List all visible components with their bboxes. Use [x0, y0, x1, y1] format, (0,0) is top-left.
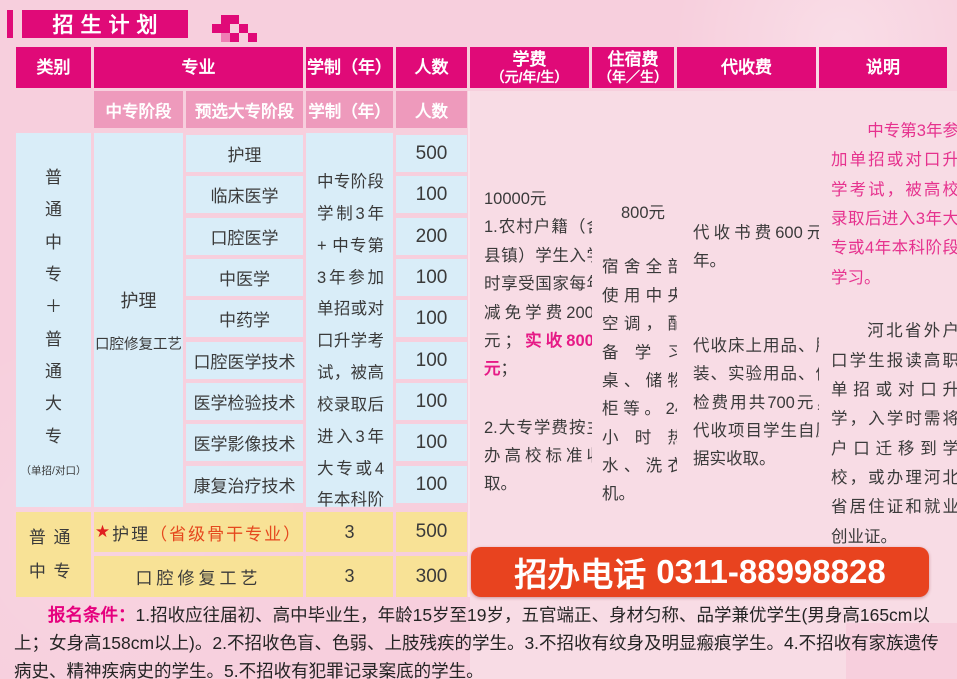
zhongzhuan-majors-cell: 护理 口腔修复工艺 [94, 133, 183, 507]
tuition-item1-text: 1.农村户籍（含县镇）学生入学时享受国家每年减免学费2000元； [484, 218, 603, 350]
tuition-amount: 10000元 [484, 190, 547, 208]
col-header-years: 学制（年） [306, 47, 393, 88]
tuition-header-line2: （元/年/生） [490, 69, 569, 86]
tuition-item1: 1.农村户籍（含县镇）学生入学时享受国家每年减免学费2000元；实收8000元； [484, 213, 603, 383]
subheader-dazhuan-stage: 预选大专阶段 [186, 91, 303, 128]
bottom-years-cell: 3 [306, 512, 393, 552]
count-cell: 100 [396, 424, 467, 461]
page-title: 招生计划 [22, 10, 188, 38]
major-cell: 中药学 [186, 300, 303, 337]
notes-panel: 中专第3年参加单招或对口升学考试，被高校录取后进入3年大专或4年本科阶段学习。 … [819, 91, 957, 623]
col-header-category: 类别 [16, 47, 91, 88]
col-header-major: 专业 [94, 47, 303, 88]
years-note-text: 中专阶段学制3年 + 中专第3年参加单招或对口升学考试，被高校录取后进入3年大专… [317, 173, 384, 541]
col-header-dorm: 住宿费 （年／生） [592, 47, 674, 88]
requirements-text: 1.招收应往届初、高中毕业生，年龄15岁至19岁，五官端正、身材匀称、品学兼优学… [14, 605, 939, 679]
count-cell: 100 [396, 259, 467, 296]
category-cell: 普通中专＋普通大专 （单招/对口） [16, 133, 91, 507]
zhongzhuan-major-2: 口腔修复工艺 [95, 336, 182, 353]
category-vertical-text: 普通中专＋普通大专 [45, 168, 62, 446]
requirements-label: 报名条件： [48, 605, 136, 625]
notes-para2: 河北省外户口学生报读高职单招或对口升学，入学时需将户口迁移到学校，或办理河北省居… [831, 322, 957, 546]
dorm-header-line1: 住宿费 [607, 49, 659, 69]
category-subnote: （单招/对口） [20, 464, 87, 477]
bottom-major-name: 护理 [112, 524, 151, 544]
subheader-count: 人数 [396, 91, 467, 128]
requirements-paragraph: 报名条件：1.招收应往届初、高中毕业生，年龄15岁至19岁，五官端正、身材匀称、… [14, 601, 944, 679]
count-cell: 500 [396, 135, 467, 172]
tuition-item1-suffix: ； [500, 360, 518, 379]
count-cell: 100 [396, 300, 467, 337]
subheader-years: 学制（年） [306, 91, 393, 128]
bottom-count-cell: 300 [396, 556, 467, 597]
count-cell: 100 [396, 383, 467, 420]
count-cell: 100 [396, 176, 467, 213]
dorm-amount: 800元 [620, 204, 666, 222]
dorm-detail: 宿舍全部使用中央空调，配备学习桌、储物柜等。24小时热水、洗衣机。 [602, 258, 684, 504]
count-cell: 100 [396, 342, 467, 379]
col-header-tuition: 学费 （元/年/生） [470, 47, 589, 88]
major-cell: 口腔医学 [186, 218, 303, 255]
col-header-fees: 代收费 [677, 47, 816, 88]
star-icon: ★ [94, 522, 113, 541]
phone-banner-label: 招办电话 [514, 556, 647, 593]
major-cell: 医学检验技术 [186, 383, 303, 420]
fees-item1: 代收书费600元/年。 [693, 224, 832, 271]
major-cell: 中医学 [186, 259, 303, 296]
major-cell: 口腔医学技术 [186, 342, 303, 379]
phone-banner: 招办电话 0311-88998828 [471, 547, 929, 597]
major-cell: 康复治疗技术 [186, 466, 303, 503]
bottom-category-cell: 普通中专 [16, 512, 91, 597]
col-header-notes: 说明 [819, 47, 947, 88]
tuition-item1-highlight: 实收8000元 [484, 331, 603, 379]
tuition-header-line1: 学费 [512, 49, 547, 69]
major-cell: 医学影像技术 [186, 424, 303, 461]
fees-item2: 代收床上用品、服装、实验用品、体检费用共700元，代收项目学生自愿据实收取。 [693, 336, 832, 469]
bottom-count-cell: 500 [396, 512, 467, 552]
tuition-panel: 10000元 1.农村户籍（含县镇）学生入学时享受国家每年减免学费2000元；实… [470, 91, 615, 679]
years-note-cell: 中专阶段学制3年 + 中专第3年参加单招或对口升学考试，被高校录取后进入3年大专… [306, 133, 393, 541]
tuition-item2: 2.大专学费按主办高校标准收取。 [484, 418, 603, 494]
major-cell: 临床医学 [186, 176, 303, 213]
checker-decoration [212, 15, 257, 42]
dorm-header-line2: （年／生） [598, 69, 668, 86]
count-cell: 100 [396, 466, 467, 503]
phone-number: 0311-88998828 [656, 553, 886, 590]
bottom-major-cell: 口腔修复工艺 [94, 556, 303, 597]
count-cell: 200 [396, 218, 467, 255]
subheader-zhongzhuan-stage: 中专阶段 [94, 91, 183, 128]
major-cell: 护理 [186, 135, 303, 172]
bottom-major-cell: ★ 护理 （省级骨干专业） [94, 512, 303, 552]
notes-para1: 中专第3年参加单招或对口升学考试，被高校录取后进入3年大专或4年本科阶段学习。 [831, 122, 957, 287]
bottom-years-cell: 3 [306, 556, 393, 597]
bottom-category-text: 普通中专 [28, 527, 79, 581]
bottom-major-tag: （省级骨干专业） [150, 524, 303, 544]
col-header-count: 人数 [396, 47, 467, 88]
zhongzhuan-major-1: 护理 [120, 290, 157, 311]
title-accent-bar [7, 10, 13, 38]
